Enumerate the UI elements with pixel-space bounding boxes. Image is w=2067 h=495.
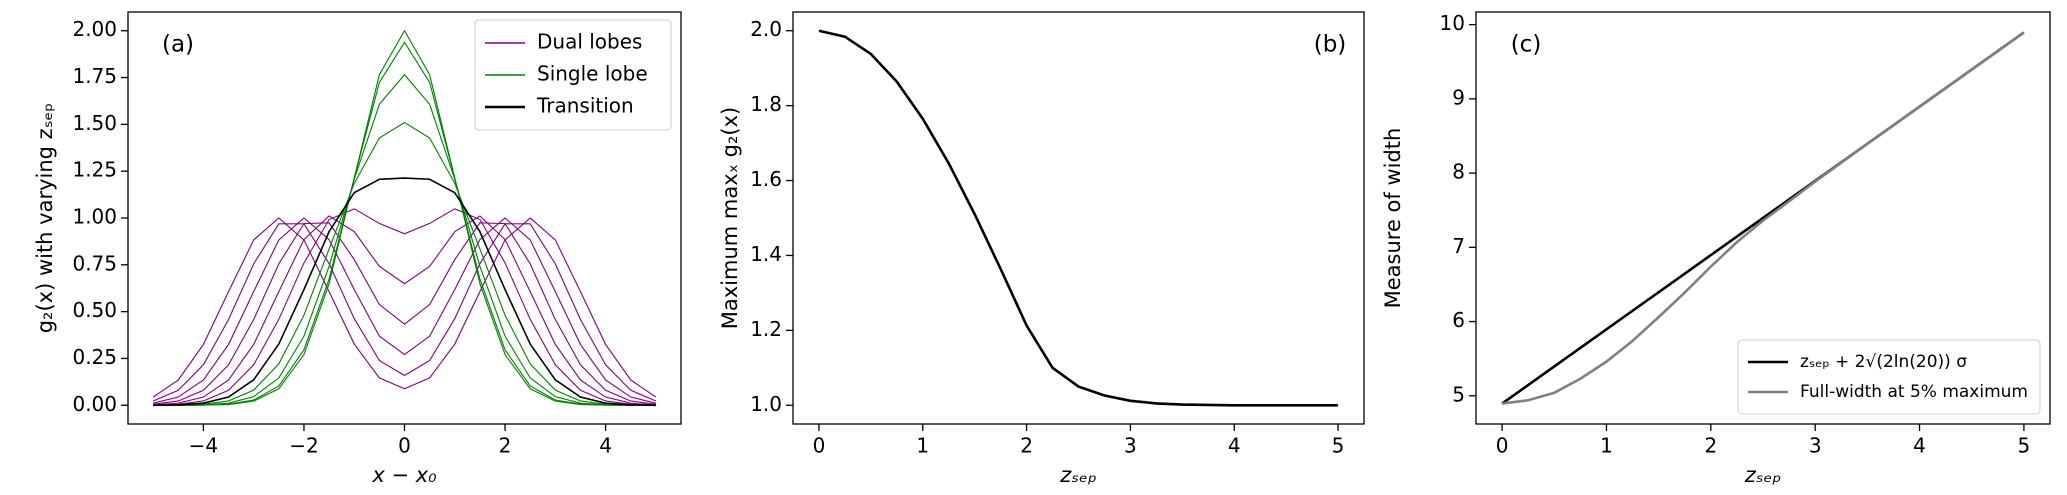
x-tick-label: −4 [189,434,218,458]
y-tick-label: 2.00 [72,17,117,41]
y-tick-label: 0.75 [72,251,117,275]
data-line [153,41,656,406]
x-tick-label: 2 [1704,434,1717,458]
y-tick-label: 6 [1452,308,1465,332]
legend-label: Dual lobes [537,30,642,54]
plot-area [818,29,1339,407]
panel: 0 1 2 3 4 5 5 6 7 8 9 10 zₛₑₚ Measure of width (c) zₛₑₚ… [1381,11,2051,487]
data-line [153,215,656,406]
y-tick-label: 1.50 [72,111,117,135]
x-tick-label: 4 [1228,434,1241,458]
y-tick-label: 0.50 [72,298,117,322]
data-line [152,223,657,402]
x-tick-label: 0 [813,434,826,458]
axes-frame [1475,11,2051,425]
panel-label: (c) [1511,32,1542,58]
plot-area [152,29,657,407]
data-line [152,217,657,398]
legend-label: zₛₑₚ + 2√(2ln(20)) σ [1800,352,1967,372]
x-tick-label: −2 [289,434,318,458]
panel-label: (b) [1314,32,1347,58]
data-line [1501,31,2025,405]
x-tick-label: 5 [1332,434,1345,458]
x-axis-label: zₛₑₚ [1059,463,1097,487]
y-tick-label: 1.75 [72,64,117,88]
y-tick-label: 1.6 [750,167,782,191]
y-tick-label: 1.00 [72,205,117,229]
x-axis-label: x − x₀ [371,463,437,487]
legend-box [1737,339,2041,415]
x-tick-label: 3 [1809,434,1822,458]
x-axis-label: zₛₑₚ [1744,463,1782,487]
panel: 0 1 2 3 4 5 1.0 1.2 1.4 1.6 1.8 2.0 zₛₑₚ Maximum maxₓ… [718,11,1365,487]
x-tick-label: 1 [1600,434,1613,458]
axes-frame [792,11,1365,425]
x-tick-label: 2 [1020,434,1033,458]
x-tick-label: 5 [2018,434,2031,458]
data-line [818,29,1339,407]
y-tick-label: 0.25 [72,345,117,369]
data-line [153,29,656,406]
x-tick-label: 4 [1913,434,1926,458]
data-line [153,217,656,404]
legend-box [474,19,672,131]
y-tick-label: 2.0 [750,17,782,41]
data-line [153,208,656,406]
y-tick-label: 10 [1440,11,1465,35]
x-tick-label: 0 [1496,434,1509,458]
legend-label: Transition [536,94,634,118]
legend-label: Full-width at 5% maximum [1800,382,2028,402]
y-tick-label: 0.00 [72,392,117,416]
plot-area [1501,31,2025,405]
y-tick-label: 8 [1452,160,1465,184]
x-tick-label: 3 [1124,434,1137,458]
y-axis-label: Measure of width [1381,128,1405,309]
y-tick-label: 1.25 [72,158,117,182]
y-tick-label: 1.2 [750,317,782,341]
y-axis-label: g₂(x) with varying zₛₑₚ [33,103,57,334]
data-line [153,121,656,406]
data-line [153,177,656,407]
y-tick-label: 9 [1452,85,1465,109]
y-tick-label: 1.0 [750,392,782,416]
y-tick-label: 7 [1452,234,1465,258]
panel: −4 −2 0 2 4 0.00 0.25 0.50 0.75 1.00 1.25 1.50 1.75 2… [33,11,682,487]
y-tick-label: 5 [1452,382,1465,406]
y-axis-label: Maximum maxₓ g₂(x) [718,107,742,329]
data-line [153,73,656,406]
data-line [153,222,656,405]
x-tick-label: 0 [398,434,411,458]
x-tick-label: 2 [499,434,512,458]
y-tick-label: 1.8 [750,92,782,116]
panel-label: (a) [162,32,194,58]
x-tick-label: 4 [599,434,612,458]
legend-label: Single lobe [537,62,648,86]
y-tick-label: 1.4 [750,242,782,266]
x-tick-label: 1 [916,434,929,458]
